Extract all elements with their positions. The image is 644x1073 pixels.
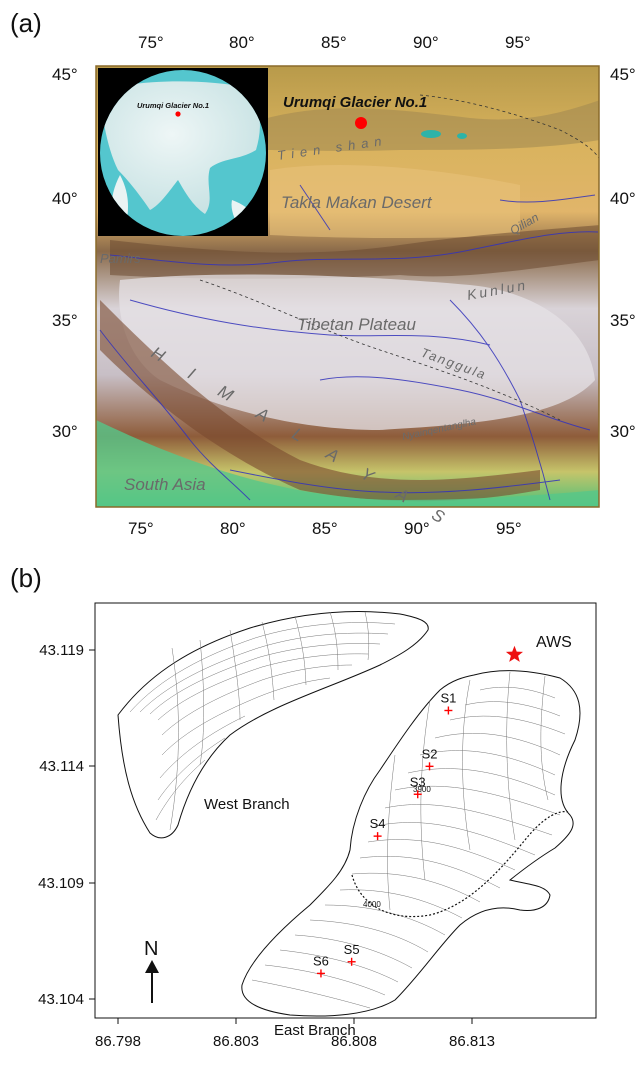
site-label: S4 (370, 816, 386, 831)
north-label: N (144, 938, 158, 960)
lat-tick-45-right: 45° (610, 65, 636, 84)
west-branch-label: West Branch (204, 796, 290, 813)
north-arrow: N (144, 938, 159, 1003)
east-branch: East Branch (241, 670, 581, 1039)
dashed-divide (351, 811, 569, 918)
label-takla-makan: Takla Makan Desert (281, 193, 433, 212)
lon-tick-75-bottom: 75° (128, 519, 154, 538)
aws-label: AWS (536, 634, 572, 651)
lat-tick-35-left: 35° (52, 311, 78, 330)
site-s6: S6 (313, 953, 329, 978)
lon-tick-85-top: 85° (321, 33, 347, 52)
inset-glacier-label: Urumqi Glacier No.1 (137, 101, 209, 110)
x-tick-86-813: 86.813 (449, 1033, 495, 1050)
lat-tick-30-right: 30° (610, 422, 636, 441)
y-tick-43-114: 43.114 (39, 758, 84, 775)
panel-b-letter: (b) (10, 563, 42, 593)
site-s5: S5 (344, 942, 360, 966)
inset-globe: Urumqi Glacier No.1 (98, 68, 268, 236)
site-label: S3 (410, 774, 426, 789)
lon-tick-95-bottom: 95° (496, 519, 522, 538)
map-a-frame (95, 65, 600, 508)
x-axis-b (117, 1018, 473, 1024)
panel-a-letter: (a) (10, 8, 42, 38)
west-branch: West Branch (117, 611, 429, 839)
lon-tick-75-top: 75° (138, 33, 164, 52)
x-tick-86-798: 86.798 (95, 1033, 141, 1050)
label-pamirs: Pamirs (100, 251, 141, 266)
lon-ticks-top: 75° 80° 85° 90° 95° (138, 33, 531, 52)
lon-tick-90-top: 90° (413, 33, 439, 52)
site-label: S6 (313, 953, 329, 968)
site-label: S5 (344, 942, 360, 957)
x-tick-86-808: 86.808 (331, 1033, 377, 1050)
site-label: S1 (440, 690, 456, 705)
lat-tick-40-left: 40° (52, 189, 78, 208)
x-tick-labels-b: 86.798 86.803 86.808 86.813 (95, 1033, 495, 1050)
y-tick-43-104: 43.104 (38, 991, 84, 1008)
lat-tick-30-left: 30° (52, 422, 78, 441)
y-axis-b (89, 649, 95, 1000)
y-tick-labels-b: 43.119 43.114 43.109 43.104 (38, 642, 84, 1008)
y-tick-43-119: 43.119 (39, 642, 84, 659)
contour-label-3900: 3900 (413, 785, 431, 794)
lon-tick-90-bottom: 90° (404, 519, 430, 538)
lon-ticks-bottom: 75° 80° 85° 90° 95° (128, 519, 522, 538)
glacier-marker (355, 117, 367, 129)
aws-star-marker (505, 645, 523, 662)
lat-tick-45-left: 45° (52, 65, 78, 84)
lon-tick-95-top: 95° (505, 33, 531, 52)
site-s2: S2 (422, 746, 438, 771)
contour-label-4000: 4000 (363, 900, 381, 909)
lat-tick-40-right: 40° (610, 189, 636, 208)
lon-tick-80-bottom: 80° (220, 519, 246, 538)
site-s3: S3 (410, 774, 426, 799)
site-label: S2 (422, 746, 438, 761)
lat-ticks-left: 45° 40° 35° 30° (52, 65, 78, 441)
site-s4: S4 (370, 816, 386, 841)
y-tick-43-109: 43.109 (38, 875, 84, 892)
x-tick-86-803: 86.803 (213, 1033, 259, 1050)
east-branch-label: East Branch (274, 1022, 356, 1039)
site-s1: S1 (440, 690, 456, 715)
lat-tick-35-right: 35° (610, 311, 636, 330)
inset-glacier-marker (175, 111, 181, 117)
sites-layer: S1 S2 S3 S4 S5 S6 (313, 690, 456, 978)
label-south-asia: South Asia (124, 475, 206, 494)
aws-station: AWS (505, 634, 572, 662)
lat-ticks-right: 45° 40° 35° 30° (610, 65, 636, 441)
lon-tick-85-bottom: 85° (312, 519, 338, 538)
glacier-label: Urumqi Glacier No.1 (283, 94, 427, 111)
label-tibetan-plateau: Tibetan Plateau (297, 315, 416, 334)
lon-tick-80-top: 80° (229, 33, 255, 52)
